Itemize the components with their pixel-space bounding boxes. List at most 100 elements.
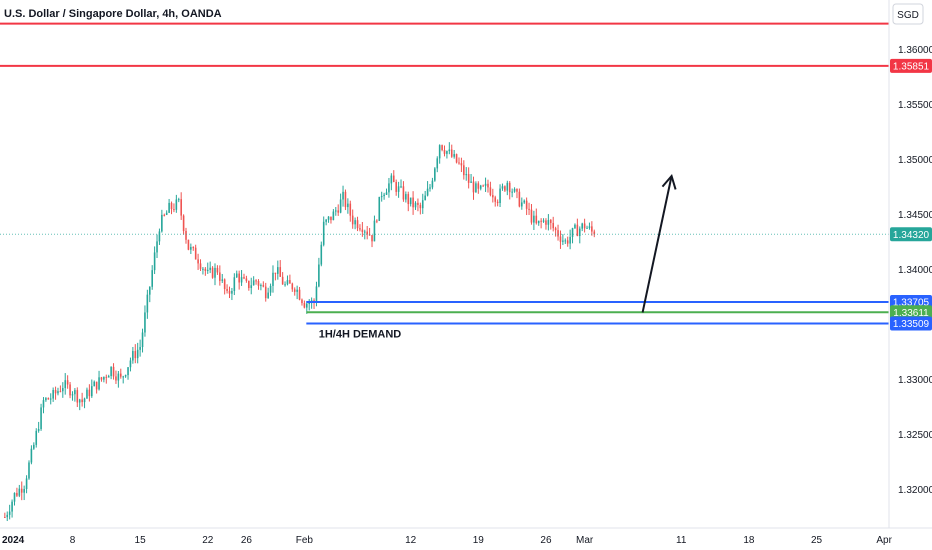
candle-body <box>202 268 204 270</box>
candle-body <box>180 199 182 216</box>
candle-body <box>35 430 38 445</box>
candle-body <box>233 277 236 291</box>
candle-body <box>187 239 190 250</box>
candle-body <box>397 186 400 192</box>
candle-body <box>243 277 245 279</box>
candle-body <box>588 226 591 228</box>
candle-body <box>388 183 390 193</box>
candle-body <box>487 183 489 188</box>
candle-body <box>465 174 468 176</box>
candle-body <box>489 187 492 196</box>
candle-body <box>501 186 504 189</box>
candle-body <box>303 303 306 308</box>
candle-body <box>450 149 453 157</box>
candle-body <box>30 448 33 463</box>
candle-body <box>59 391 62 393</box>
time-tick-label: Apr <box>876 535 892 546</box>
price-tick-label: 1.35500 <box>898 100 932 111</box>
candle-body <box>533 215 535 223</box>
candle-body <box>392 175 395 183</box>
candle-body <box>260 285 262 287</box>
candle-body <box>11 501 13 512</box>
candle-body <box>405 194 407 200</box>
price-tick-label: 1.35000 <box>898 155 932 166</box>
candle-body <box>8 511 11 515</box>
candle-body <box>293 289 296 292</box>
candle-body <box>494 197 497 202</box>
candle-body <box>231 290 233 294</box>
price-tick-label: 1.32500 <box>898 430 932 441</box>
candle-body <box>119 373 122 377</box>
candle-body <box>103 376 105 380</box>
currency-label: SGD <box>897 10 919 21</box>
candle-body <box>289 280 291 284</box>
candle-body <box>376 220 378 222</box>
candle-body <box>549 219 552 223</box>
candle-body <box>477 183 480 189</box>
candle-body <box>562 240 564 242</box>
time-tick-label: 8 <box>70 535 76 546</box>
candle-body <box>586 227 588 229</box>
candle-body <box>197 259 199 264</box>
candle-body <box>535 215 538 224</box>
candle-body <box>146 294 149 313</box>
candle-body <box>424 195 426 201</box>
currency-box[interactable]: SGD <box>892 3 924 25</box>
candle-body <box>359 228 361 230</box>
candle-body <box>390 175 393 184</box>
candle-body <box>194 247 197 260</box>
candle-body <box>528 208 530 210</box>
candle-body <box>124 375 127 377</box>
candle-body <box>37 429 40 431</box>
candle-body <box>330 216 332 221</box>
candle-body <box>170 202 173 210</box>
candle-body <box>54 389 57 394</box>
candle-body <box>342 191 344 200</box>
price-badge-resistance-lower <box>890 58 932 73</box>
candle-body <box>574 224 576 229</box>
candle-body <box>291 283 294 290</box>
candle-body <box>277 267 279 274</box>
candle-body <box>327 216 330 220</box>
candle-body <box>545 220 547 225</box>
candle-body <box>356 220 359 229</box>
candle-body <box>363 231 366 233</box>
candle-body <box>361 229 364 233</box>
candle-body <box>71 394 74 396</box>
candle-body <box>453 154 455 157</box>
time-tick-label: 25 <box>811 535 823 546</box>
candle-body <box>206 269 209 271</box>
candle-body <box>49 398 52 400</box>
candle-body <box>371 235 373 242</box>
candle-body <box>431 180 434 188</box>
candle-body <box>472 181 475 193</box>
projection-arrow-shaft[interactable] <box>641 175 673 313</box>
time-tick-label: 2024 <box>2 535 25 546</box>
demand-annotation[interactable]: 1H/4H DEMAND <box>319 328 402 340</box>
candle-body <box>78 399 81 403</box>
candle-body <box>419 204 422 209</box>
candle-body <box>438 145 441 159</box>
candle-body <box>426 188 429 196</box>
candle-body <box>81 399 83 403</box>
candle-body <box>165 212 168 215</box>
candle-body <box>148 286 151 295</box>
price-tick-label: 1.34000 <box>898 265 932 276</box>
candle-body <box>83 398 86 403</box>
candle-body <box>158 231 161 242</box>
candle-body <box>578 228 581 237</box>
candle-body <box>226 288 228 291</box>
time-axis[interactable]: 2024 8 15 22 26 Feb 12 19 26 Mar 11 18 25 Apr <box>2 535 893 546</box>
current-price-badge <box>890 227 932 242</box>
candle-body <box>20 488 23 493</box>
candle-body <box>185 230 187 240</box>
candle-body <box>448 149 451 152</box>
candle-body <box>436 158 439 169</box>
candle-body <box>16 492 18 496</box>
candle-body <box>153 252 156 271</box>
candle-body <box>33 444 35 449</box>
price-badge-label: 1.35851 <box>893 61 930 72</box>
candle-body <box>569 236 571 244</box>
